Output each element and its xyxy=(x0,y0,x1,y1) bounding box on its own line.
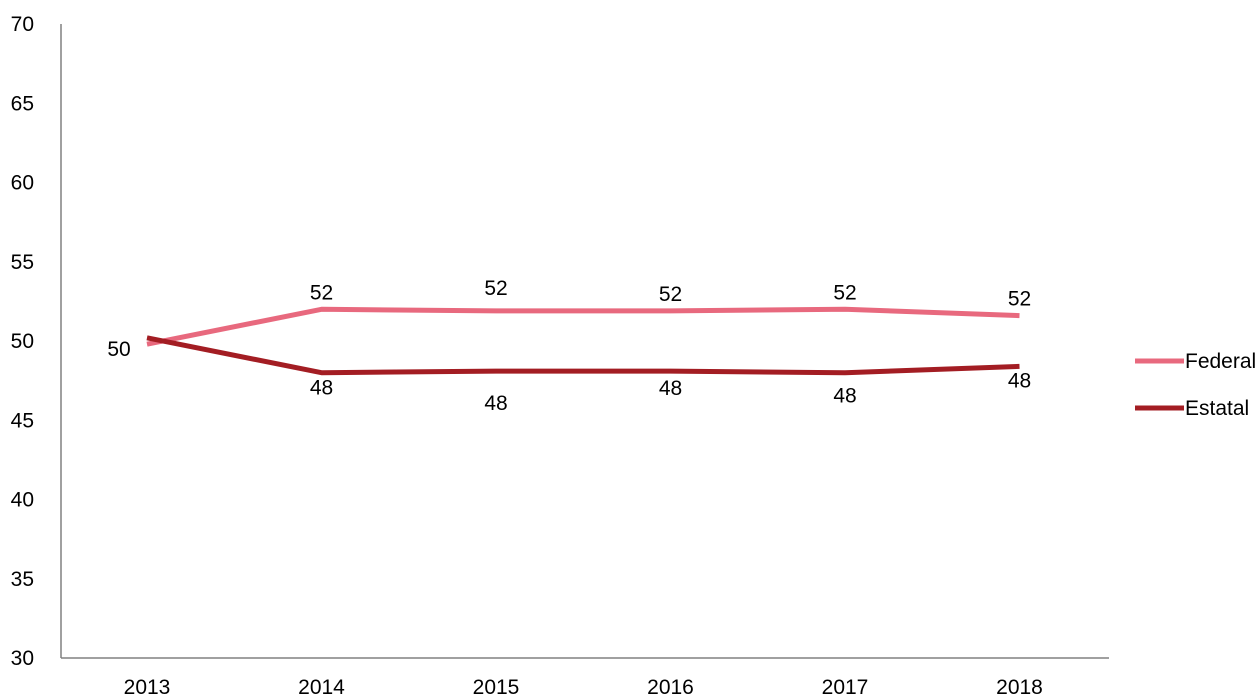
legend-label-federal: Federal xyxy=(1185,350,1256,373)
x-tick-label: 2014 xyxy=(298,676,345,699)
y-tick-label: 65 xyxy=(11,92,34,115)
data-label-federal: 52 xyxy=(833,281,856,304)
data-label-estatal: 48 xyxy=(310,377,333,400)
data-labels: 50 52 52 52 52 52 48 48 48 48 48 xyxy=(107,277,1031,415)
x-tick-label: 2018 xyxy=(996,676,1043,699)
data-label-estatal: 48 xyxy=(659,377,682,400)
x-tick-label: 2013 xyxy=(124,676,171,699)
data-label-estatal: 48 xyxy=(1008,369,1031,392)
series-lines xyxy=(146,306,1020,376)
axes xyxy=(60,24,1109,659)
series-line-estatal xyxy=(146,335,1020,376)
x-tick-label: 2017 xyxy=(822,676,869,699)
x-tick-label: 2015 xyxy=(473,676,520,699)
y-axis-ticks: 30 35 40 45 50 55 60 65 70 xyxy=(11,13,34,670)
legend-label-estatal: Estatal xyxy=(1185,397,1249,420)
y-tick-label: 30 xyxy=(11,647,34,670)
series-line-federal xyxy=(146,306,1020,347)
y-tick-label: 55 xyxy=(11,251,34,274)
x-axis-ticks: 2013 2014 2015 2016 2017 2018 xyxy=(124,676,1043,699)
data-label-federal: 50 xyxy=(107,338,130,361)
data-label-estatal: 48 xyxy=(833,385,856,408)
y-tick-label: 70 xyxy=(11,13,34,36)
y-tick-label: 45 xyxy=(11,409,34,432)
x-tick-label: 2016 xyxy=(647,676,694,699)
y-tick-label: 40 xyxy=(11,489,34,512)
y-tick-label: 50 xyxy=(11,330,34,353)
data-label-federal: 52 xyxy=(1008,288,1031,311)
data-label-federal: 52 xyxy=(484,277,507,300)
y-tick-label: 35 xyxy=(11,568,34,591)
data-label-federal: 52 xyxy=(659,283,682,306)
data-label-estatal: 48 xyxy=(484,392,507,415)
legend: Federal Estatal xyxy=(1135,350,1256,420)
y-tick-label: 60 xyxy=(11,172,34,195)
data-label-federal: 52 xyxy=(310,281,333,304)
